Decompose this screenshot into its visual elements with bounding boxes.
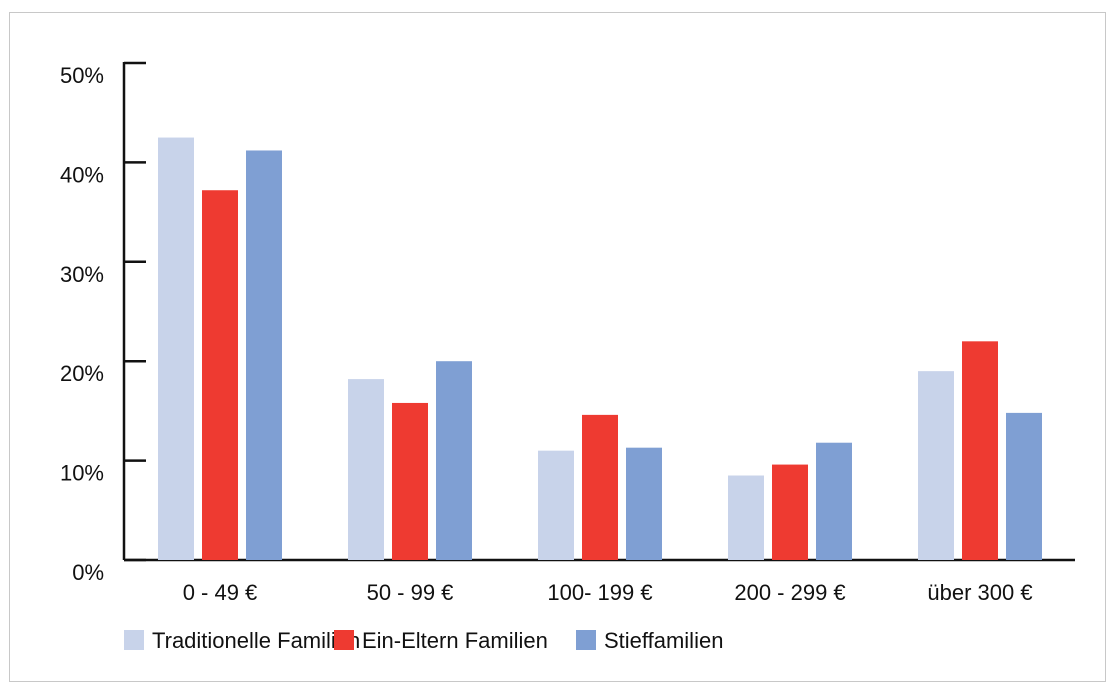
legend-swatch xyxy=(576,630,596,650)
bar-1-1 xyxy=(158,138,194,560)
bar-1-3 xyxy=(538,451,574,560)
y-tick-label: 10% xyxy=(60,461,104,486)
bar-3-3 xyxy=(626,448,662,560)
bar-2-4 xyxy=(772,465,808,560)
x-tick-label: 100- 199 € xyxy=(547,580,652,605)
bar-2-3 xyxy=(582,415,618,560)
y-tick-label: 50% xyxy=(60,63,104,88)
bar-3-4 xyxy=(816,443,852,560)
legend-swatch xyxy=(124,630,144,650)
x-axis: 0 - 49 € 50 - 99 € 100- 199 € 200 - 299 € üb… xyxy=(124,560,1075,605)
bar-2-1 xyxy=(202,190,238,560)
bars xyxy=(158,138,1042,560)
y-axis: 0% 10% 20% 30% 40% 50% xyxy=(60,62,146,585)
x-tick-label: 50 - 99 € xyxy=(367,580,454,605)
x-tick-label: 200 - 299 € xyxy=(734,580,845,605)
x-tick-label: über 300 € xyxy=(927,580,1032,605)
bar-2-2 xyxy=(392,403,428,560)
legend-label: Stieffamilien xyxy=(604,628,723,653)
legend-label: Ein-Eltern Familien xyxy=(362,628,548,653)
x-tick-label: 0 - 49 € xyxy=(183,580,258,605)
bar-1-5 xyxy=(918,371,954,560)
legend-swatch xyxy=(334,630,354,650)
y-tick-label: 40% xyxy=(60,162,104,187)
bar-1-2 xyxy=(348,379,384,560)
y-tick-label: 20% xyxy=(60,361,104,386)
bar-3-1 xyxy=(246,150,282,560)
bar-3-2 xyxy=(436,361,472,560)
bar-1-4 xyxy=(728,476,764,560)
y-tick-label: 0% xyxy=(72,560,104,585)
y-tick-label: 30% xyxy=(60,262,104,287)
legend-label: Traditionelle Familien xyxy=(152,628,360,653)
bar-3-5 xyxy=(1006,413,1042,560)
legend: Traditionelle Familien Ein-Eltern Familie… xyxy=(124,628,723,653)
bar-2-5 xyxy=(962,341,998,560)
